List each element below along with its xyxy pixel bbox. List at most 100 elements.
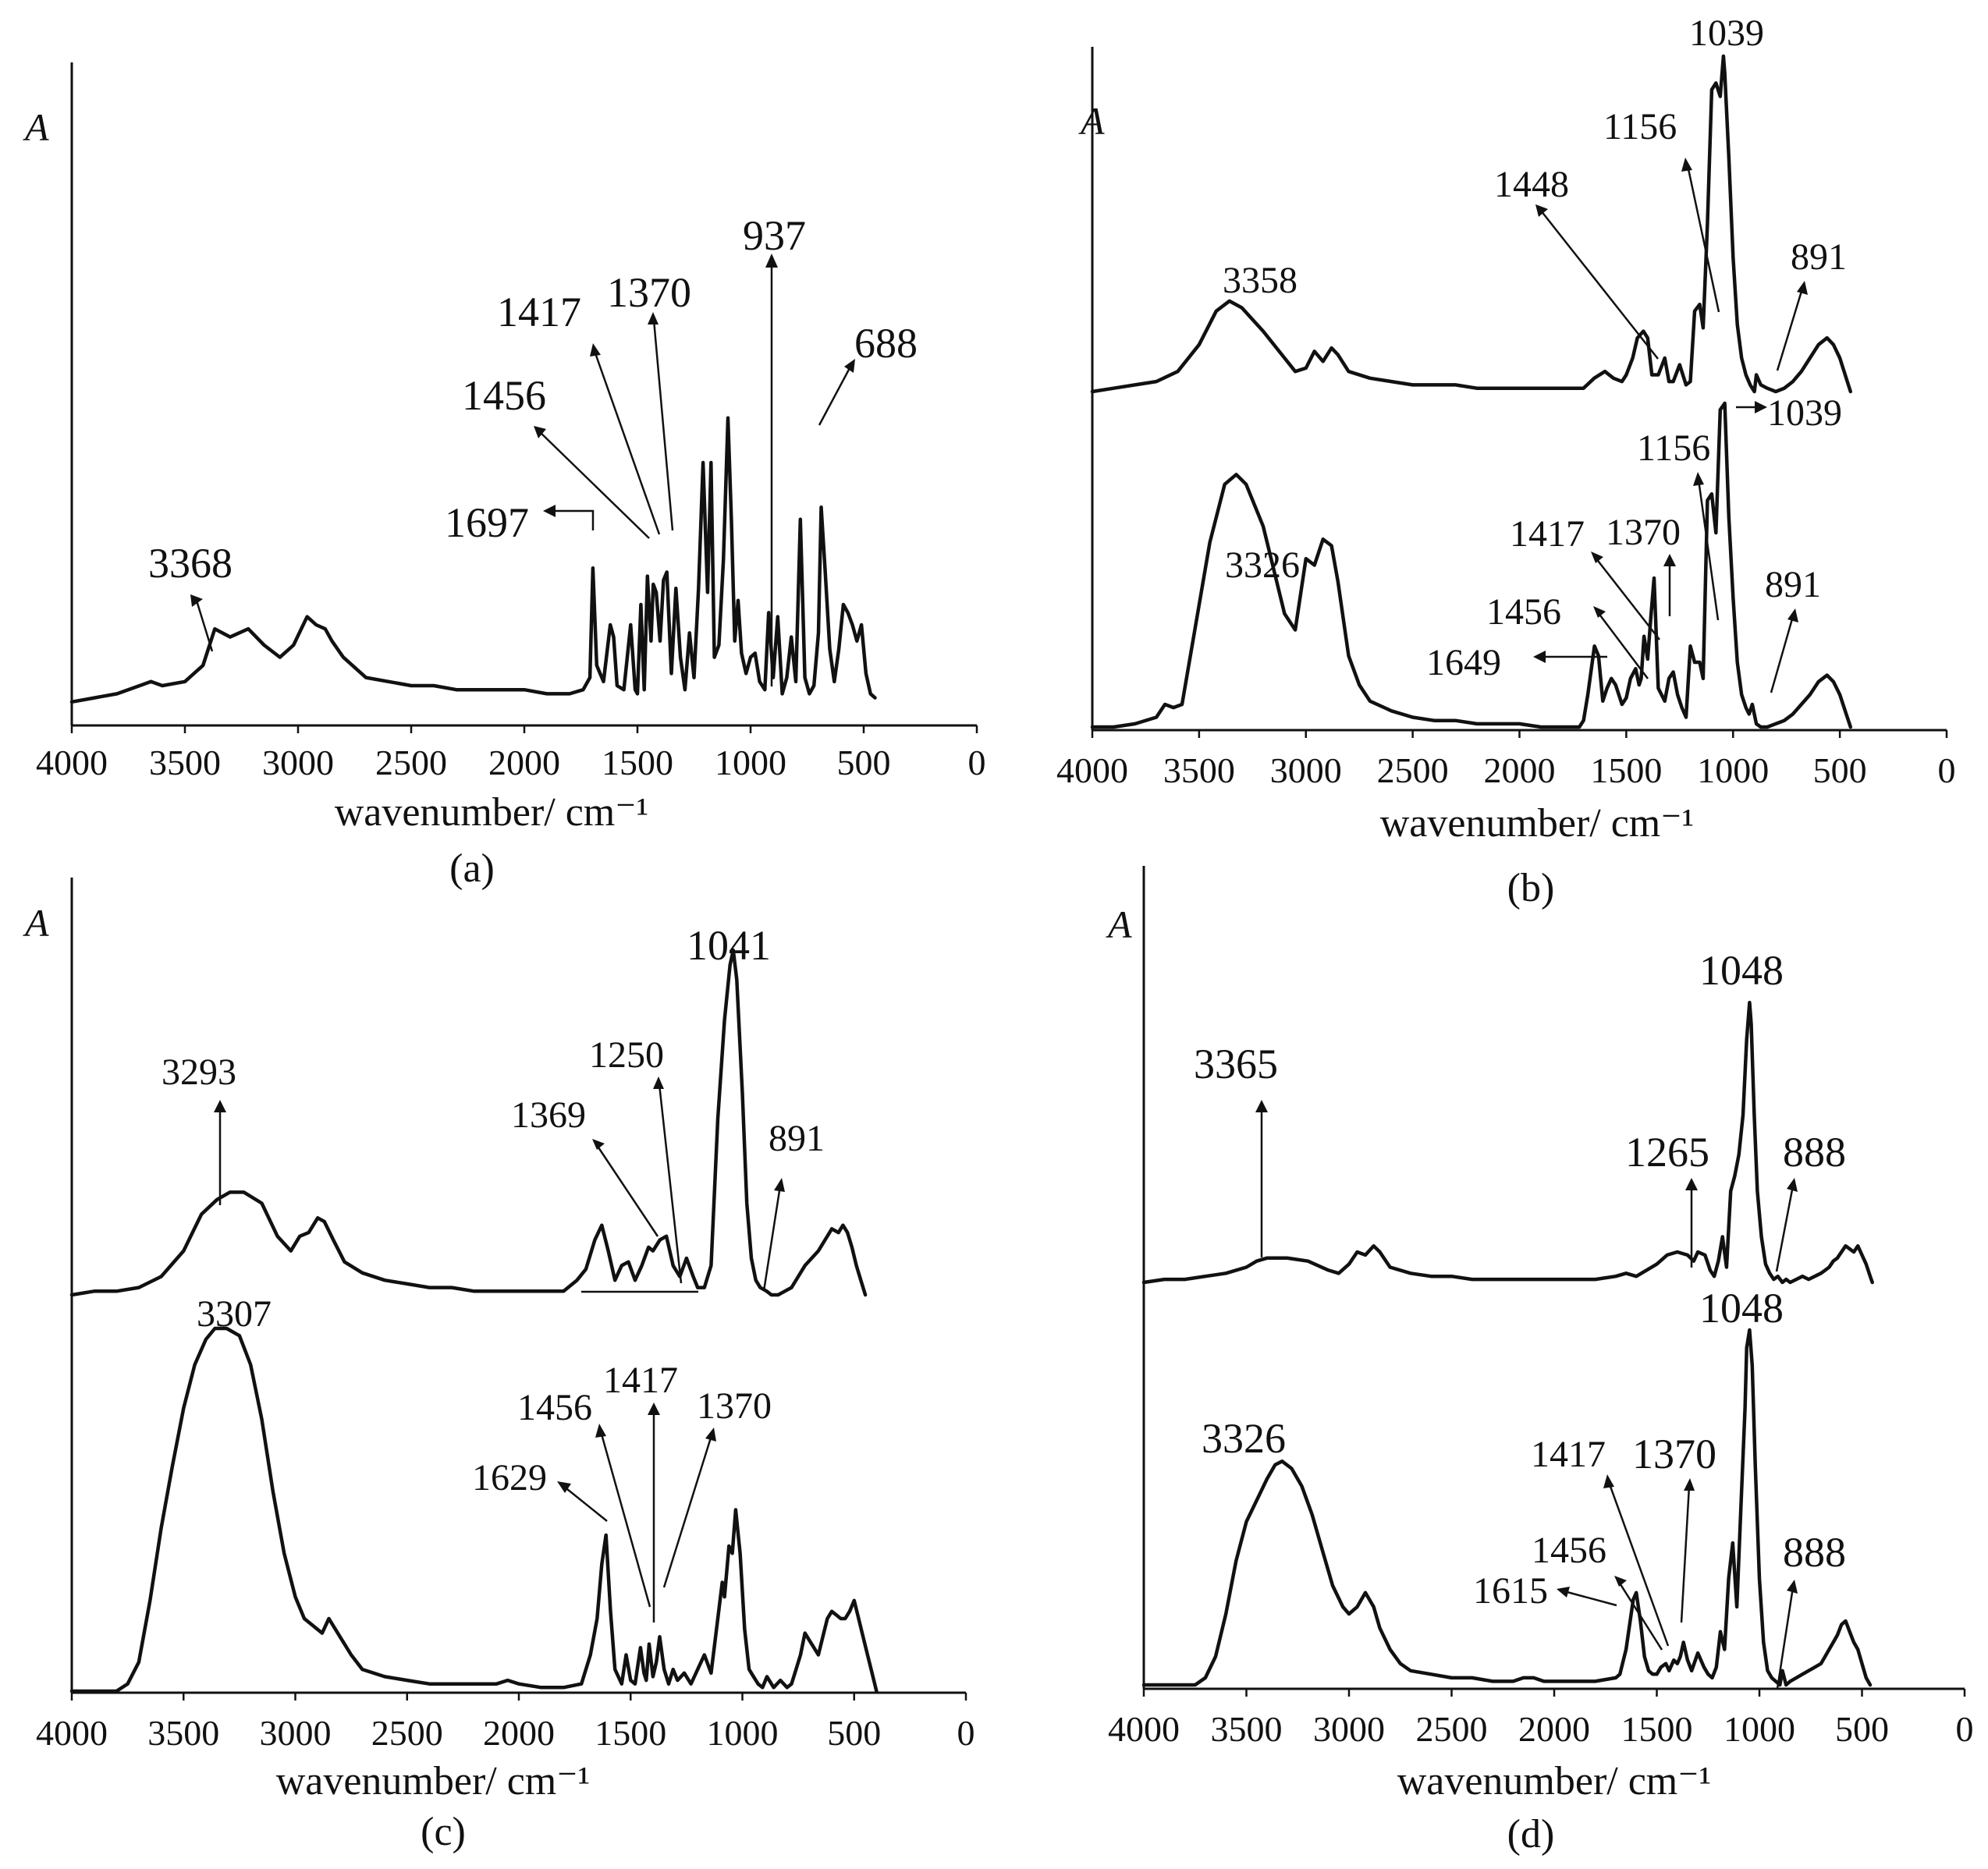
panel-b-x-ticks: 4000 3500 3000 2500 2000 1500 1000 500 0 <box>1056 730 1956 790</box>
peak-label-a-1697: 1697 <box>445 499 529 546</box>
peak-label-b-1448: 1448 <box>1494 164 1569 205</box>
panel-d-x-ticks: 4000 3500 3000 2500 2000 1500 1000 500 0 <box>1108 1689 1974 1749</box>
peak-label-b-1039-bot: 1039 <box>1767 392 1842 434</box>
panel-c-y-label: A <box>23 901 49 945</box>
x-tick-label-b-6: 1000 <box>1697 750 1769 790</box>
peak-label-a-1456: 1456 <box>462 372 546 419</box>
panel-d-label: (d) <box>1507 1812 1555 1857</box>
x-tick-label-a-7: 500 <box>837 743 891 782</box>
x-tick-label-d-8: 0 <box>1956 1709 1974 1749</box>
panel-a-label: (a) <box>449 846 495 891</box>
peak-label-a-1370: 1370 <box>607 269 691 316</box>
x-tick-label-c-2: 3000 <box>260 1713 332 1753</box>
panel-a-spectrum <box>69 416 877 704</box>
peak-label-c-1370: 1370 <box>697 1385 772 1427</box>
x-tick-label-d-0: 4000 <box>1108 1709 1180 1749</box>
panel-d-spectrum-top <box>1141 1000 1874 1285</box>
x-tick-label-d-4: 2000 <box>1518 1709 1590 1749</box>
x-tick-label-c-8: 0 <box>957 1713 975 1753</box>
panel-b-spectrum-bottom <box>1090 401 1853 729</box>
x-tick-label-c-6: 1000 <box>707 1713 779 1753</box>
peak-label-a-3368: 3368 <box>148 540 233 587</box>
peak-label-d-1048-bot: 1048 <box>1699 1285 1784 1332</box>
panel-c-label: (c) <box>421 1810 466 1854</box>
panel-b-spectrum-top <box>1090 54 1853 394</box>
x-tick-label-d-2: 3000 <box>1313 1709 1385 1749</box>
x-tick-label-b-7: 500 <box>1813 750 1867 790</box>
x-tick-label-a-3: 2500 <box>375 743 447 782</box>
peak-label-b-1649: 1649 <box>1426 642 1501 683</box>
peak-label-d-1456: 1456 <box>1532 1530 1606 1571</box>
peak-label-b-1039-top: 1039 <box>1689 12 1764 54</box>
peak-label-b-1156-bot: 1156 <box>1637 427 1710 469</box>
panel-b: A 4000 3500 3000 2500 2000 1500 1000 500 0 waven… <box>1056 12 1956 910</box>
panel-c-spectrum-bottom <box>69 1326 879 1693</box>
peak-label-c-1250: 1250 <box>589 1034 664 1076</box>
peak-label-d-1265: 1265 <box>1625 1129 1709 1176</box>
panel-d-x-label: wavenumber/ cm⁻¹ <box>1397 1759 1712 1803</box>
x-tick-label-c-3: 2500 <box>371 1713 443 1753</box>
x-tick-label-d-3: 2500 <box>1416 1709 1488 1749</box>
peak-label-d-1370: 1370 <box>1632 1431 1716 1477</box>
panel-a-y-label: A <box>23 105 49 149</box>
x-tick-label-d-1: 3500 <box>1211 1709 1283 1749</box>
x-tick-label-a-1: 3500 <box>149 743 221 782</box>
peak-label-b-1370: 1370 <box>1606 512 1681 553</box>
panel-c-x-label: wavenumber/ cm⁻¹ <box>276 1759 591 1803</box>
panel-a-annotations: 3368 1697 1456 1417 1370 937 688 <box>148 212 918 686</box>
x-tick-label-c-4: 2000 <box>483 1713 555 1753</box>
peak-label-d-3365: 3365 <box>1194 1041 1278 1087</box>
peak-label-c-891: 891 <box>769 1118 825 1159</box>
panel-d-annotations: 3365 1265 1048 888 3326 1615 1456 1417 1… <box>1194 947 1846 1690</box>
x-tick-label-a-6: 1000 <box>715 743 786 782</box>
panel-c-spectrum-top <box>69 948 868 1297</box>
panel-b-x-label: wavenumber/ cm⁻¹ <box>1380 801 1695 846</box>
peak-label-b-1156: 1156 <box>1603 106 1677 147</box>
panel-c-x-ticks: 4000 3500 3000 2500 2000 1500 1000 500 0 <box>36 1693 975 1753</box>
x-tick-label-b-5: 1500 <box>1590 750 1662 790</box>
x-tick-label-b-0: 4000 <box>1056 750 1128 790</box>
peak-label-d-888-top: 888 <box>1783 1129 1846 1176</box>
panel-d-y-label: A <box>1106 903 1132 946</box>
peak-label-a-1417: 1417 <box>497 289 581 335</box>
x-tick-label-c-1: 3500 <box>147 1713 219 1753</box>
peak-label-b-891-bot: 891 <box>1765 564 1821 605</box>
peak-label-b-1417: 1417 <box>1510 513 1585 555</box>
x-tick-label-c-5: 1500 <box>595 1713 666 1753</box>
x-tick-label-a-2: 3000 <box>262 743 334 782</box>
peak-label-b-3326: 3326 <box>1225 544 1300 586</box>
peak-label-c-3293: 3293 <box>162 1052 236 1093</box>
peak-label-d-888-bot: 888 <box>1783 1529 1846 1576</box>
panel-d-spectrum-bottom <box>1141 1328 1873 1687</box>
x-tick-label-a-8: 0 <box>968 743 986 782</box>
peak-label-c-1041: 1041 <box>687 922 771 969</box>
peak-label-c-1629: 1629 <box>472 1457 547 1498</box>
x-tick-label-a-0: 4000 <box>36 743 108 782</box>
panel-a: A 4000 3500 3000 2500 2000 1500 1000 500 0 waven… <box>23 62 986 891</box>
x-tick-label-d-7: 500 <box>1835 1709 1889 1749</box>
panel-b-annotations: 3358 1448 1156 1039 891 3326 1649 1456 1… <box>1223 12 1847 693</box>
peak-label-c-1456: 1456 <box>517 1387 592 1428</box>
panel-c: A 4000 3500 3000 2500 2000 1500 1000 500 0 waven… <box>23 878 975 1854</box>
peak-label-a-937: 937 <box>743 212 806 259</box>
x-tick-label-b-1: 3500 <box>1163 750 1235 790</box>
peak-label-d-1615: 1615 <box>1473 1570 1548 1612</box>
x-tick-label-b-3: 2500 <box>1377 750 1449 790</box>
peak-label-c-1417: 1417 <box>603 1360 678 1401</box>
x-tick-label-a-4: 2000 <box>488 743 560 782</box>
peak-label-d-1417: 1417 <box>1531 1434 1606 1475</box>
panel-d: A 4000 3500 3000 2500 2000 1500 1000 500 0 waven… <box>1106 866 1974 1857</box>
peak-label-c-3307: 3307 <box>197 1293 272 1335</box>
x-tick-label-b-2: 3000 <box>1270 750 1342 790</box>
panel-b-label: (b) <box>1507 866 1555 910</box>
panel-b-y-label: A <box>1078 99 1105 143</box>
peak-label-b-3358: 3358 <box>1223 260 1298 301</box>
x-tick-label-b-4: 2000 <box>1484 750 1556 790</box>
x-tick-label-a-5: 1500 <box>602 743 673 782</box>
x-tick-label-b-8: 0 <box>1938 750 1956 790</box>
peak-label-d-1048-top: 1048 <box>1699 947 1784 994</box>
peak-label-b-1456: 1456 <box>1486 591 1561 633</box>
peak-label-a-688: 688 <box>854 320 918 367</box>
peak-label-c-1369: 1369 <box>511 1094 586 1136</box>
